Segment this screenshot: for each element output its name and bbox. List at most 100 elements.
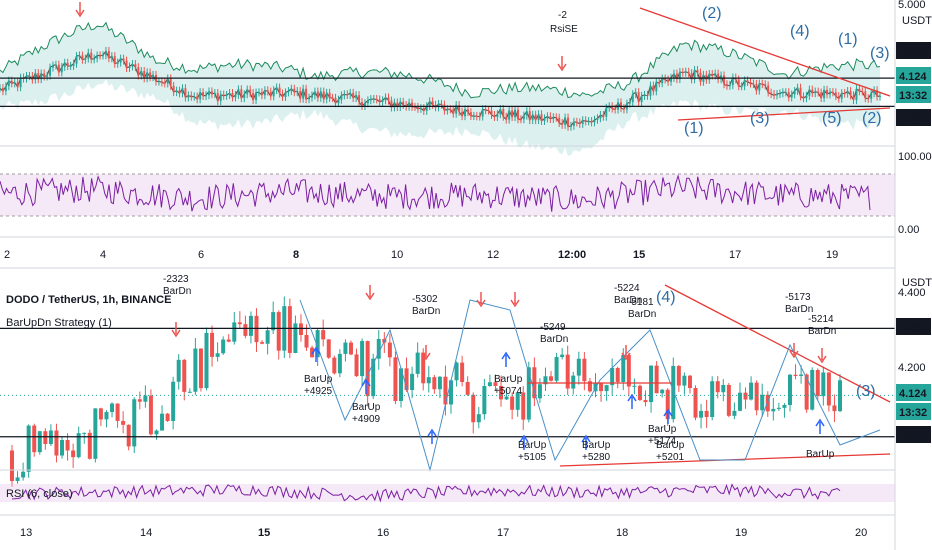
signal-id: -5214 (808, 314, 834, 325)
bottom-rsi-pane[interactable] (0, 483, 932, 516)
candle-body (213, 93, 216, 95)
wave-label: (1) (684, 120, 704, 137)
candle-body (93, 58, 96, 60)
candle-body (499, 109, 502, 115)
candle-body (425, 106, 428, 111)
candle-body (284, 92, 287, 98)
candle-body (549, 376, 554, 381)
candle-body (269, 91, 272, 97)
price-axis[interactable]: 5.000USDT4.0004.2994.12413:324.016100.00… (894, 0, 932, 550)
candle-body (599, 114, 602, 119)
candle-body (646, 94, 649, 96)
candle-body (584, 120, 587, 122)
candle-body (293, 88, 296, 93)
candle-body (96, 55, 99, 59)
candle-body (725, 84, 728, 86)
candle-body (393, 357, 398, 401)
rsi-tick-label: 100.00 (898, 151, 932, 163)
candle-body (375, 98, 378, 100)
candle-body (358, 95, 361, 103)
candle-body (171, 381, 176, 421)
candle-body (231, 92, 234, 98)
candle-body (758, 83, 761, 91)
annotation-text: -2 (558, 10, 567, 21)
candle-body (360, 341, 365, 377)
sell-arrow (476, 292, 486, 308)
candle-body (104, 50, 107, 56)
candle-body (87, 52, 90, 59)
candle-body (337, 353, 342, 374)
candle-body (540, 114, 543, 121)
candle-body (34, 73, 37, 80)
candle-body (502, 109, 505, 117)
sell-arrow (510, 292, 520, 308)
candle-body (160, 81, 163, 83)
candle-body (228, 92, 231, 95)
candle-body (640, 95, 643, 103)
candle-body (246, 89, 249, 95)
time-tick-label: 18 (616, 527, 628, 539)
candle-body (749, 81, 752, 84)
candle-body (299, 91, 302, 99)
candle-body (402, 101, 405, 105)
buy-arrow (581, 434, 591, 450)
candle-body (422, 108, 425, 111)
rsi-label: RSI (6, close) (6, 488, 73, 500)
candle-body (266, 90, 269, 92)
candle-body (549, 116, 552, 119)
rsi-tick-label: 0.00 (898, 224, 919, 236)
candle-body (554, 357, 559, 381)
candle-body (154, 430, 159, 435)
signal-arrow-down (75, 2, 85, 18)
sell-arrow (621, 345, 631, 361)
candle-body (561, 122, 564, 125)
buy-arrow (663, 408, 673, 424)
candle-body (693, 387, 698, 418)
level-badge-text: 4.016 (899, 430, 927, 442)
candle-body (837, 96, 840, 99)
candle-body (293, 323, 298, 353)
candle-body (571, 375, 576, 389)
candle-body (620, 102, 623, 109)
candle-body (13, 82, 16, 84)
candle-body (670, 77, 673, 82)
candle-body (519, 119, 522, 121)
candle-body (675, 73, 678, 80)
candle-body (858, 88, 861, 92)
bottom-price-pane[interactable] (0, 284, 932, 487)
candle-body (840, 93, 843, 99)
candle-body (815, 369, 820, 397)
strategy-label: BarUpDn Strategy (1) (6, 317, 112, 329)
candle-body (687, 375, 692, 388)
candle-body (408, 102, 411, 107)
candle-body (354, 354, 359, 377)
top-price-pane[interactable] (0, 2, 932, 157)
candle-body (799, 87, 802, 97)
candle-body (37, 73, 40, 80)
candle-body (76, 433, 81, 458)
candle-body (723, 75, 726, 85)
bottom-time-axis: 13 14 15 16 17 18 19 20 (20, 527, 867, 539)
candle-body (552, 117, 555, 119)
candle-body (876, 90, 879, 97)
candle-body (40, 73, 43, 80)
candle-body (187, 95, 190, 98)
candle-body (26, 425, 31, 472)
wave-label: (2) (702, 5, 722, 22)
price-tick-label: 4.400 (898, 287, 926, 299)
candle-body (331, 97, 334, 99)
sell-arrow (171, 322, 181, 338)
top-rsi-pane[interactable] (0, 173, 932, 238)
price-axis-unit: USDT (902, 277, 932, 289)
candle-body (826, 89, 829, 95)
candle-body (207, 91, 210, 96)
candle-body (278, 87, 281, 94)
signal-arrow-down (557, 56, 567, 72)
wave-label: (2) (862, 110, 882, 127)
signal-type: BarUp (352, 402, 381, 413)
candle-body (493, 115, 496, 117)
wave-label: (3) (870, 45, 890, 62)
candle-body (63, 62, 66, 67)
candle-body (332, 357, 337, 374)
